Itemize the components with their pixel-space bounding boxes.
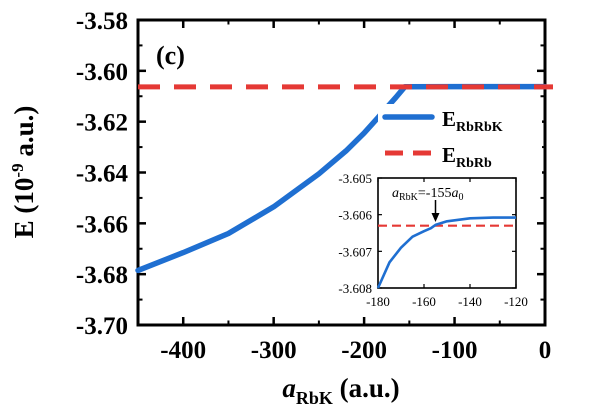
inset-arrow-head: [431, 213, 440, 222]
inset-frame: [377, 177, 517, 289]
y-axis-title: E (10-9 a.u.): [8, 106, 39, 239]
inset-y-tick-label: -3.607: [338, 244, 372, 259]
inset-y-tick-label: -3.608: [338, 281, 372, 296]
inset-annotation: aRbK=-155a0: [392, 186, 463, 203]
inset-y-tick-label: -3.605: [338, 171, 372, 186]
panel-label: (c): [156, 41, 185, 70]
x-tick-label: 0: [539, 337, 552, 364]
legend-label-ERbRbK: ERbRbK: [442, 107, 503, 135]
inset-y-tick-label: -3.606: [338, 208, 372, 223]
inset-x-tick-label: -120: [504, 294, 528, 309]
inset-x-tick-label: -140: [458, 294, 482, 309]
y-tick-label: -3.58: [76, 8, 128, 35]
x-tick-label: -300: [251, 337, 297, 364]
inset-plot: -180 -160 -140 -120 -3.608 -3.607 -3.606 -3.605…: [338, 171, 528, 309]
x-axis-title: aRbK (a.u.): [282, 373, 399, 408]
y-tick-label: -3.68: [76, 262, 128, 289]
y-tick-label: -3.64: [76, 161, 129, 188]
main-plot: -400 -300 -200 -100 0 -3.70 -3.68 -3.66 -3.64 -3.…: [8, 8, 553, 408]
legend-label-ERbRb: ERbRb: [442, 143, 492, 171]
y-tick-label: -3.60: [76, 59, 128, 86]
y-tick-label: -3.70: [76, 313, 128, 340]
inset-series-line-ERbRbK: [376, 216, 516, 289]
x-tick-label: -100: [432, 337, 478, 364]
y-tick-label: -3.62: [76, 110, 128, 137]
x-tick-label: -200: [341, 337, 387, 364]
inset-x-tick-label: -160: [412, 294, 436, 309]
inset-x-tick-label: -180: [366, 294, 390, 309]
y-tick-label: -3.66: [76, 211, 128, 238]
x-tick-label: -400: [160, 337, 206, 364]
